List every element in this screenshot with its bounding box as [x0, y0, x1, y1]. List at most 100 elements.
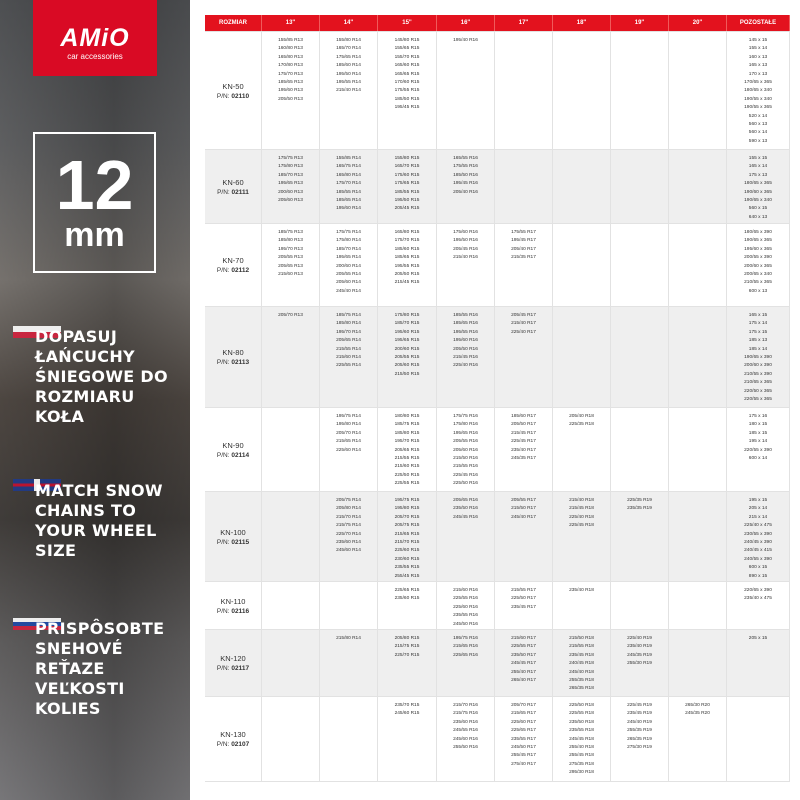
tire-size: 205/60 R15 [394, 363, 420, 369]
tire-size: 210/65 x 365 [744, 380, 772, 386]
tire-size: 175/80 R16 [453, 422, 478, 428]
tire-size: 180/65 x 340 [744, 88, 772, 94]
tire-size: 185/65 R13 [278, 80, 303, 86]
tire-size: 215/75 R15 [394, 644, 420, 650]
tire-size: 225/40 x 475 [744, 523, 772, 529]
tire-size: 185/65 R14 [336, 198, 361, 204]
tire-size: 170 x 13 [748, 71, 768, 77]
tire-size: 195/60 x 365 [744, 246, 772, 252]
size-cell: 215/55 R17 225/50 R17 235/45 R17 [495, 582, 553, 630]
tire-size: 185 x 14 [748, 346, 768, 352]
tire-size: 195/60 R13 [278, 88, 303, 94]
size-cell [262, 630, 320, 696]
size-cell [495, 150, 553, 223]
tire-size: 215/40 R18 [569, 498, 594, 503]
tire-size: 205/70 R14 [336, 430, 361, 436]
tire-size: 155/85 R13 [278, 38, 303, 43]
tire-size: 205/50 R15 [394, 272, 420, 278]
tire-size: 560 x 13 [748, 122, 768, 128]
size-cell: 145 x 15 155 x 14 160 x 13 165 x 13 170 x 13… [727, 32, 790, 149]
tire-size: 190/65 x 390 [744, 355, 772, 361]
tire-size: 215/65 R14 [336, 439, 361, 445]
tire-size: 215/75 R14 [336, 523, 361, 529]
table-body: KN-50 P/N: 02110 155/85 R13 160/80 R13 165/8… [205, 32, 790, 782]
tire-size: 205 x 15 [748, 636, 768, 641]
tire-size: 210/55 x 365 [744, 280, 772, 286]
model-cell: KN-130 P/N: 02107 [205, 697, 262, 781]
tire-size: 255/30 R19 [627, 661, 652, 667]
tire-size: 180/65 x 365 [744, 181, 772, 187]
tire-size: 245/40 R19 [627, 719, 652, 725]
tire-size: 220/55 x 365 [744, 397, 772, 403]
tire-size: 225/50 R17 [511, 596, 536, 602]
size-cell [262, 697, 320, 781]
tire-size: 195 x 15 [748, 498, 768, 503]
size-cell: 195/75 R15 195/80 R15 205/70 R15 205/75 R15… [378, 492, 437, 582]
tire-size: 235/40 x 475 [744, 596, 772, 602]
tire-size: 230/55 x 390 [744, 531, 772, 537]
tire-size: 205/75 R14 [336, 498, 361, 503]
tire-size: 235/35 R19 [627, 506, 652, 512]
tire-size: 205/80 R15 [394, 636, 420, 641]
model-name: KN-50 [222, 81, 244, 91]
tire-size: 215/80 R14 [336, 636, 361, 641]
column-header: 16" [437, 15, 495, 31]
size-cell: 205/55 R17 215/50 R17 245/40 R17 [495, 492, 553, 582]
tire-size: 235/60 R16 [453, 719, 478, 725]
pn-value: 02110 [231, 92, 250, 100]
tire-size: 230/60 R15 [394, 556, 420, 562]
column-header: 17" [495, 15, 553, 31]
tire-size: 195/45 R17 [511, 238, 536, 244]
tire-size: 215/40 R17 [511, 321, 536, 327]
tire-size: 190/65 x 340 [744, 198, 772, 204]
tire-size: 245/45 R17 [511, 661, 536, 667]
table-row: KN-100 P/N: 02115 205/75 R14 205/80 R14 215/… [205, 492, 790, 582]
model-name: KN-100 [220, 527, 246, 537]
size-cell: 225/35 R19 235/35 R19 [611, 492, 669, 582]
pn-label: P/N: [216, 92, 230, 100]
tire-size: 215/75 R16 [453, 711, 478, 717]
tire-size: 205/55 R15 [394, 355, 420, 361]
pn-value: 02107 [231, 741, 250, 748]
pn-value: 02117 [231, 665, 250, 672]
tire-size: 200/60 R14 [336, 263, 361, 269]
tire-size: 215/50 R15 [394, 371, 420, 377]
tire-size: 235/45 R17 [511, 604, 536, 610]
tire-size: 225/55 R17 [511, 644, 536, 650]
tire-size: 205/40 R17 [511, 246, 536, 252]
tire-size: 225/40 R16 [453, 363, 478, 369]
tire-size: 190/60 x 365 [744, 189, 772, 195]
tire-size: 215/55 R16 [453, 464, 478, 470]
model-cell: KN-60 P/N: 02111 [205, 150, 262, 223]
tire-size: 245/45 R16 [453, 514, 478, 520]
tire-size: 255/35 R19 [627, 728, 652, 734]
tire-size: 235/60 R15 [394, 596, 420, 602]
tire-size: 235/55 R16 [453, 613, 478, 619]
pn-label: P/N: [217, 188, 230, 196]
tire-size: 245/45 R18 [569, 736, 594, 742]
tire-size: 225/70 R15 [394, 652, 420, 658]
part-number: P/N: 02116 [217, 608, 249, 615]
tire-size: 205/70 R15 [394, 514, 420, 520]
tire-size: 600 x 13 [748, 288, 768, 294]
size-cell: 165/80 R15 175/70 R15 185/60 R15 185/65 R15… [378, 224, 437, 306]
tire-size: 165 x 14 [748, 164, 768, 170]
tire-size: 215/65 R15 [394, 531, 420, 537]
tire-size: 255/45 R15 [394, 573, 420, 579]
size-cell: 155/85 R14 165/75 R14 165/80 R14 175/70 R14… [320, 150, 378, 223]
tire-size: 235/55 R15 [394, 565, 420, 571]
size-cell [553, 150, 611, 223]
size-cell: 220/65 x 390 235/40 x 475 [727, 582, 790, 630]
tire-size: 200/60 x 390 [744, 363, 772, 369]
tire-size: 215/50 R16 [453, 456, 478, 462]
tire-size: 200/65 x 340 [744, 272, 772, 278]
tire-size: 185/50 R16 [453, 172, 478, 178]
tire-size: 155/65 R15 [394, 46, 420, 52]
tire-size: 215/70 R16 [453, 703, 478, 708]
thickness-unit: mm [64, 216, 125, 254]
tire-size: 240/45 x 390 [744, 540, 772, 546]
tire-size: 225/60 R15 [394, 548, 420, 554]
model-name: KN-110 [220, 596, 246, 606]
tire-size: 185/50 R15 [394, 96, 420, 102]
tire-size: 255/40 R17 [511, 669, 536, 675]
